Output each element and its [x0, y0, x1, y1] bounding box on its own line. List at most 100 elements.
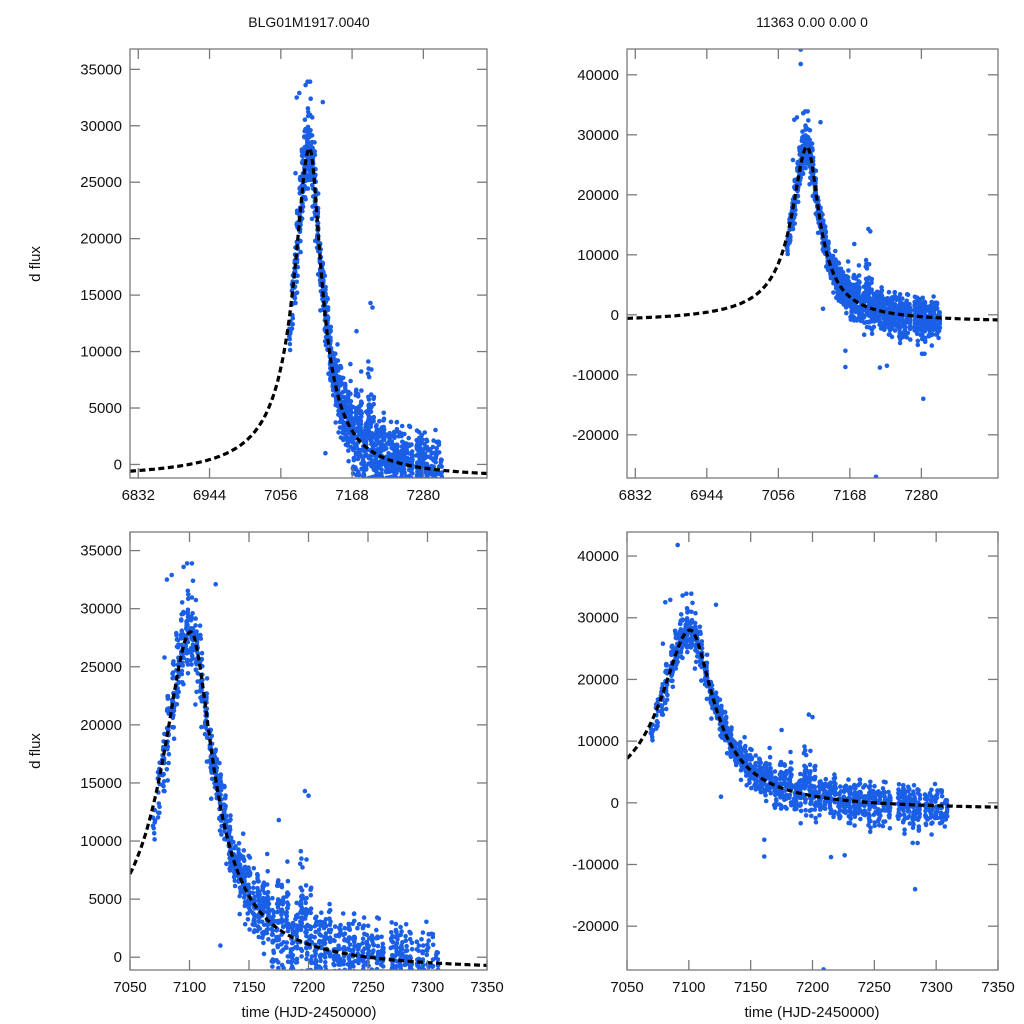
- data-point: [393, 927, 399, 933]
- data-point: [409, 966, 414, 970]
- data-point: [361, 460, 367, 465]
- data-point: [327, 922, 333, 928]
- data-point: [390, 962, 395, 967]
- data-point: [790, 226, 796, 232]
- data-point: [346, 925, 352, 931]
- data-point: [343, 971, 348, 976]
- data-point: [193, 616, 198, 621]
- data-point: [294, 959, 300, 965]
- data-point: [328, 324, 334, 330]
- data-point: [245, 911, 250, 916]
- data-point: [404, 982, 409, 987]
- data-point: [420, 930, 426, 935]
- data-point: [419, 432, 425, 438]
- data-point: [398, 924, 403, 930]
- data-point: [189, 616, 194, 622]
- data-point: [355, 945, 361, 951]
- data-point: [294, 944, 300, 950]
- data-point: [650, 738, 655, 743]
- data-point: [424, 469, 429, 475]
- data-point: [300, 865, 305, 870]
- data-point: [293, 916, 298, 922]
- data-point: [264, 901, 270, 906]
- data-point: [434, 446, 440, 451]
- data-point: [422, 508, 427, 513]
- y-tick-label: 30000: [80, 118, 122, 135]
- data-point: [393, 992, 398, 997]
- data-point: [347, 967, 353, 970]
- data-point: [194, 629, 199, 634]
- data-point: [420, 970, 425, 975]
- data-point: [343, 993, 348, 998]
- data-point: [298, 848, 304, 854]
- data-point: [360, 967, 366, 970]
- data-point: [398, 983, 403, 988]
- data-point: [393, 945, 399, 951]
- data-point: [152, 837, 157, 842]
- data-point: [298, 927, 304, 933]
- data-point: [252, 922, 257, 928]
- data-point: [218, 779, 223, 784]
- data-point: [227, 824, 233, 830]
- y-tick-label: 30000: [577, 127, 619, 144]
- data-point: [179, 671, 185, 677]
- data-point: [271, 909, 276, 915]
- data-point: [346, 956, 352, 962]
- data-point: [347, 998, 352, 1003]
- data-point: [416, 948, 421, 954]
- data-point: [166, 751, 172, 757]
- data-point: [280, 909, 285, 915]
- data-point: [368, 405, 374, 411]
- data-point: [178, 617, 184, 622]
- data-point: [785, 251, 790, 257]
- data-point: [388, 440, 394, 445]
- y-tick-label: 10000: [80, 344, 122, 361]
- data-point: [390, 491, 395, 496]
- data-point: [333, 980, 338, 985]
- data-point: [222, 836, 227, 842]
- data-point: [193, 597, 199, 603]
- data-point: [403, 479, 408, 484]
- data-point: [350, 948, 356, 953]
- data-point: [403, 983, 408, 988]
- data-point: [228, 817, 233, 822]
- data-point: [256, 919, 262, 924]
- y-tick-label: 5000: [89, 400, 122, 417]
- x-tick-label: 7050: [113, 979, 146, 996]
- x-tick-label: 7100: [173, 979, 206, 996]
- data-point: [276, 937, 282, 943]
- data-point: [322, 941, 327, 946]
- data-point: [435, 470, 441, 476]
- data-point: [400, 980, 405, 985]
- data-point: [151, 831, 157, 836]
- data-point: [660, 712, 666, 717]
- data-point: [356, 974, 361, 979]
- data-point: [345, 560, 350, 565]
- data-point: [164, 767, 170, 772]
- data-point: [322, 921, 328, 926]
- data-point: [231, 839, 236, 845]
- data-point: [361, 915, 367, 920]
- data-point: [393, 964, 399, 969]
- data-point: [375, 471, 381, 476]
- data-point: [381, 488, 386, 493]
- data-point: [826, 241, 831, 246]
- data-point: [384, 481, 389, 486]
- data-point: [285, 905, 290, 911]
- data-point: [299, 905, 305, 911]
- data-point: [323, 931, 329, 936]
- data-point: [245, 917, 251, 922]
- data-point: [279, 882, 285, 888]
- data-point: [409, 940, 415, 945]
- data-point: [403, 993, 408, 998]
- data-point: [410, 509, 415, 514]
- data-point: [426, 971, 431, 976]
- data-point: [374, 915, 380, 920]
- data-point: [922, 351, 927, 357]
- data-point: [241, 858, 247, 863]
- data-point: [356, 974, 361, 979]
- data-point: [858, 318, 864, 324]
- data-point: [397, 952, 403, 958]
- data-point: [407, 936, 413, 942]
- data-point: [370, 949, 376, 954]
